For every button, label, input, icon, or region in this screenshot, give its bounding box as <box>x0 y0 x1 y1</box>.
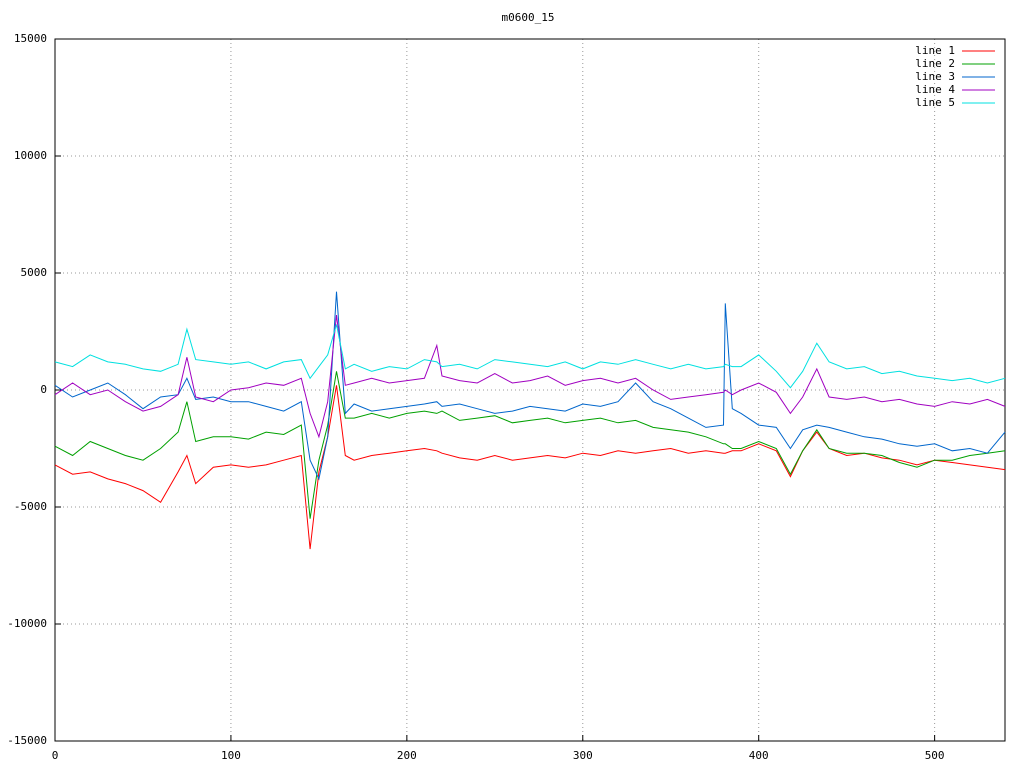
plot-frame <box>54 38 1006 742</box>
legend-label: line 1 <box>915 44 955 57</box>
legend-label: line 4 <box>915 83 955 96</box>
data-line <box>54 315 1006 439</box>
y-tick-label: 10000 <box>14 149 47 162</box>
data-line <box>54 324 1006 389</box>
x-tick-label: 200 <box>397 749 417 762</box>
y-tick-label: 5000 <box>21 266 48 279</box>
legend-label: line 3 <box>915 70 955 83</box>
y-tick-label: -10000 <box>7 617 47 630</box>
legend-label: line 2 <box>915 57 955 70</box>
x-tick-label: 500 <box>925 749 945 762</box>
x-tick-label: 100 <box>221 749 241 762</box>
x-tick-label: 300 <box>573 749 593 762</box>
chart-title: m0600_15 <box>502 11 555 24</box>
y-tick-label: 0 <box>40 383 47 396</box>
legend-label: line 5 <box>915 96 955 109</box>
y-tick-label: -15000 <box>7 734 47 747</box>
data-line <box>54 291 1006 481</box>
y-tick-label: -5000 <box>14 500 47 513</box>
data-line <box>54 371 1006 519</box>
x-tick-label: 400 <box>749 749 769 762</box>
y-tick-label: 15000 <box>14 32 47 45</box>
x-tick-label: 0 <box>52 749 59 762</box>
